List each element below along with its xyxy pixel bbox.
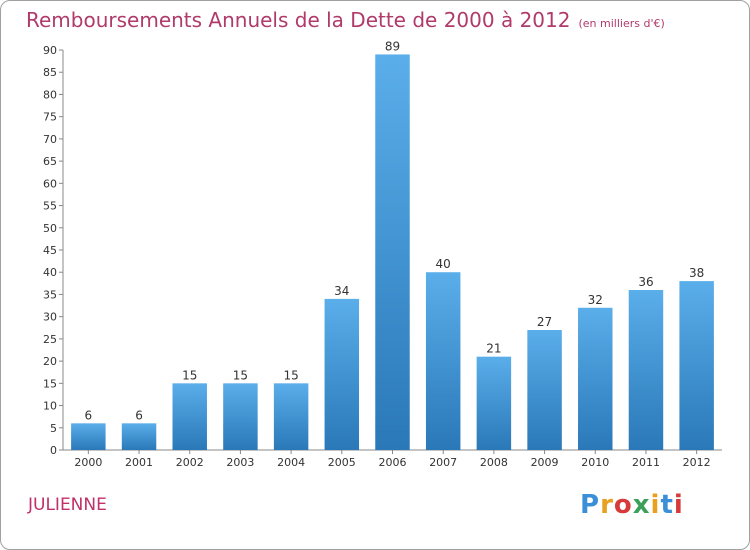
x-tick-label-2004: 2004	[277, 456, 305, 469]
data-label-2009: 27	[537, 315, 552, 329]
x-tick-label-2000: 2000	[74, 456, 102, 469]
y-tick-label: 70	[43, 133, 57, 146]
x-tick-label-2009: 2009	[531, 456, 559, 469]
y-tick-label: 75	[43, 111, 57, 124]
x-tick-label-2001: 2001	[125, 456, 153, 469]
data-label-2002: 15	[182, 368, 197, 382]
data-label-2003: 15	[233, 368, 248, 382]
y-tick-label: 20	[43, 355, 57, 368]
bar-2003	[223, 383, 258, 450]
data-label-2008: 21	[486, 342, 501, 356]
data-label-2012: 38	[689, 266, 704, 280]
data-label-2006: 89	[385, 39, 400, 53]
x-tick-label-2003: 2003	[226, 456, 254, 469]
data-label-2011: 36	[638, 275, 653, 289]
y-tick-label: 10	[43, 400, 57, 413]
data-label-2001: 6	[135, 408, 143, 422]
logo-letter: o	[613, 490, 633, 520]
y-tick-label: 15	[43, 377, 57, 390]
x-tick-label-2012: 2012	[683, 456, 711, 469]
bars: 6 6 15 15 15 34 89 40 21 27 32 36 38	[71, 39, 714, 450]
chart-unit: (en milliers d'€)	[578, 17, 665, 30]
bar-2012	[679, 281, 714, 450]
logo-letter: t	[660, 490, 674, 520]
y-tick-label: 0	[50, 444, 57, 457]
city-name: JULIENNE	[28, 495, 107, 515]
x-tick-label-2005: 2005	[328, 456, 356, 469]
logo-letter: P	[580, 490, 601, 520]
logo-letter: x	[632, 490, 651, 520]
logo-letter: i	[673, 490, 684, 520]
y-tick-label: 85	[43, 66, 57, 79]
bar-2011	[628, 290, 664, 450]
x-tick-label-2006: 2006	[379, 456, 407, 469]
x-tick-label-2007: 2007	[429, 456, 457, 469]
proxiti-logo: Proxiti	[580, 490, 684, 520]
y-tick-label: 55	[43, 200, 57, 213]
x-tick-label-2002: 2002	[176, 456, 204, 469]
bar-2006	[375, 54, 410, 450]
y-tick-label: 65	[43, 155, 57, 168]
bar-2008	[476, 356, 512, 450]
y-tick-label: 5	[50, 422, 57, 435]
y-tick-label: 40	[43, 266, 57, 279]
x-tick-label-2008: 2008	[480, 456, 508, 469]
bar-2000	[71, 423, 106, 450]
y-tick-label: 90	[43, 44, 57, 57]
bar-2001	[121, 423, 157, 450]
bar-2002	[172, 383, 207, 450]
y-tick-label: 60	[43, 177, 57, 190]
data-label-2010: 32	[588, 293, 603, 307]
data-label-2007: 40	[436, 257, 451, 271]
logo-letter: i	[650, 490, 661, 520]
y-tick-label: 30	[43, 311, 57, 324]
data-label-2004: 15	[283, 368, 298, 382]
chart-title: Remboursements Annuels de la Dette de 20…	[26, 8, 665, 32]
data-label-2005: 34	[334, 284, 349, 298]
data-label-2000: 6	[85, 408, 93, 422]
y-tick-label: 25	[43, 333, 57, 346]
chart-title-text: Remboursements Annuels de la Dette de 20…	[26, 8, 571, 32]
x-tick-label-2010: 2010	[581, 456, 609, 469]
y-tick-label: 50	[43, 222, 57, 235]
bar-2007	[425, 272, 461, 450]
x-tick-label-2011: 2011	[632, 456, 660, 469]
bar-2010	[578, 307, 613, 450]
y-tick-label: 35	[43, 288, 57, 301]
y-tick-label: 80	[43, 88, 57, 101]
bar-2009	[527, 330, 562, 450]
bar-2004	[273, 383, 309, 450]
y-tick-label: 45	[43, 244, 57, 257]
bar-2005	[324, 298, 360, 450]
logo-letter: r	[600, 490, 614, 520]
